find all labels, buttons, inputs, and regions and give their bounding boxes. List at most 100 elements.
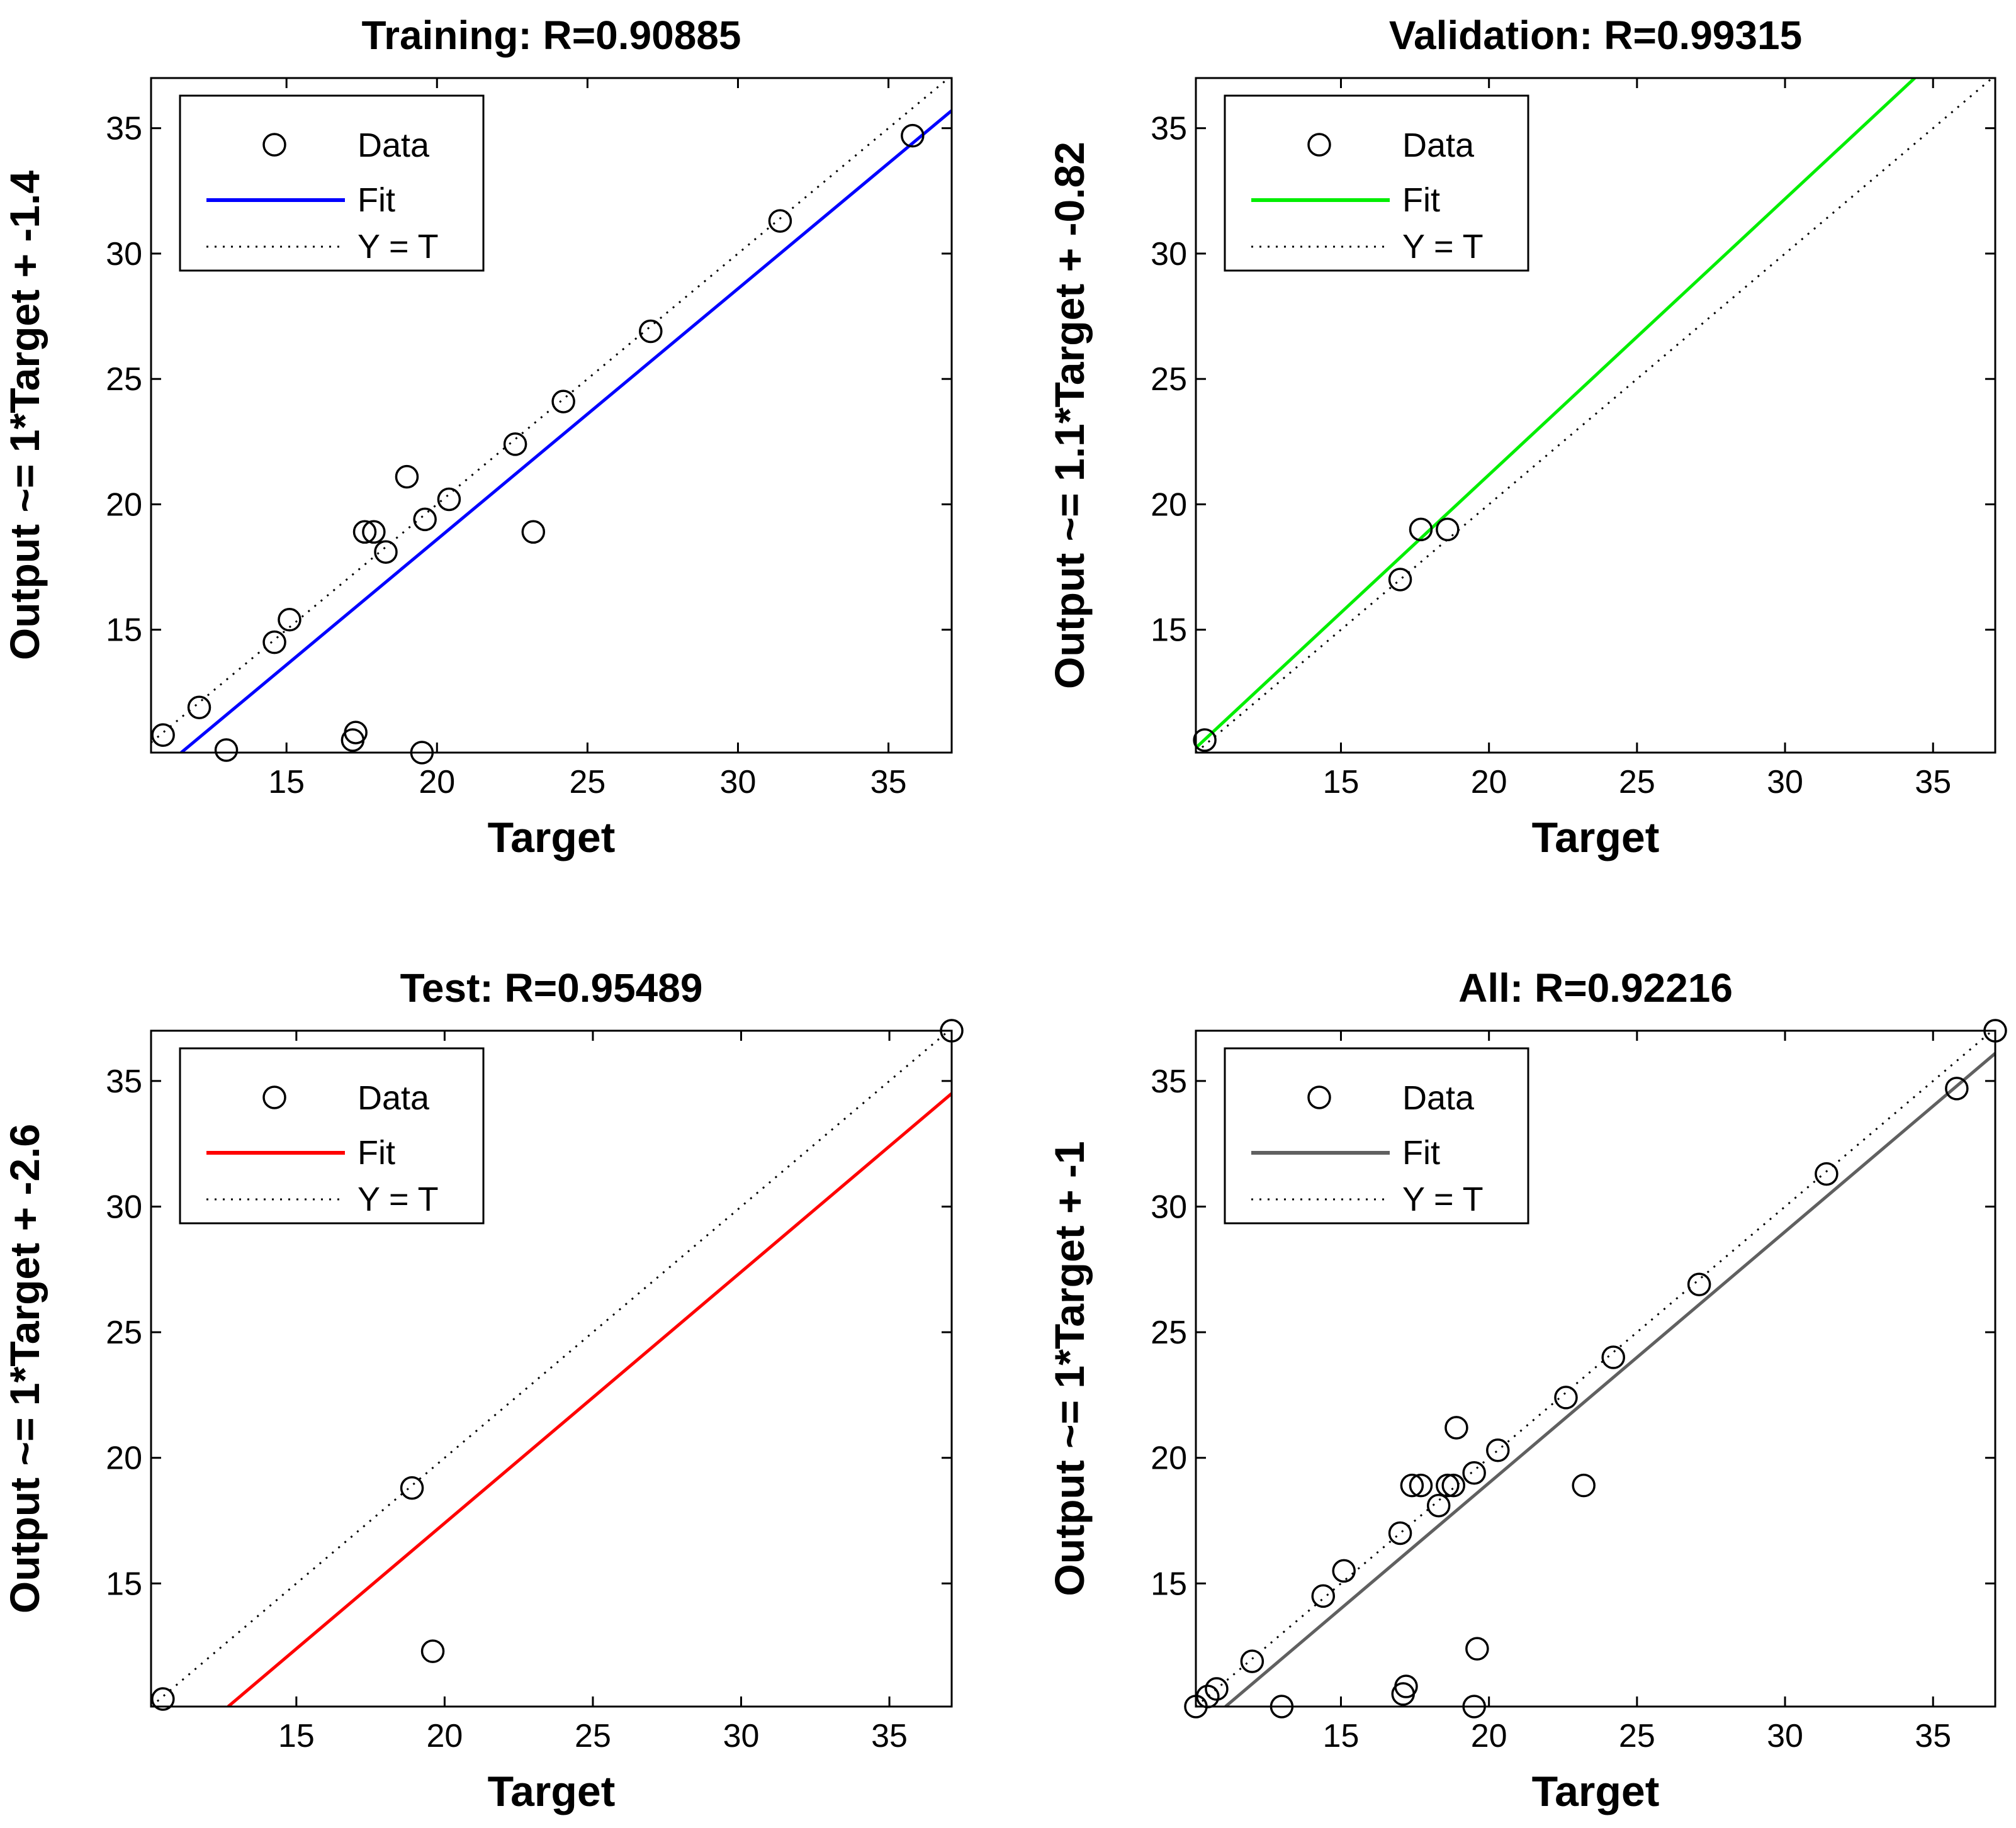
y-tick-label: 35: [106, 111, 142, 147]
y-tick-label: 15: [106, 1566, 142, 1602]
legend-identity-label: Y = T: [358, 1180, 439, 1218]
data-point: [278, 608, 301, 632]
data-point: [1332, 1559, 1356, 1583]
chart-panel-4: All: R=0.92216 15 20 25 30 35 15 20 25 30 35 Target…: [1046, 965, 2007, 1815]
y-tick-label: 30: [1151, 236, 1187, 272]
legend-box: [1224, 1047, 1529, 1225]
legend: Data Fit Y = T: [1224, 94, 1529, 272]
data-point: [1572, 1473, 1596, 1498]
x-tick-label: 30: [1767, 1718, 1803, 1754]
legend-identity-label: Y = T: [1402, 228, 1484, 266]
data-point: [901, 123, 925, 148]
data-point: [420, 1639, 445, 1663]
y-tick-label: 20: [1151, 1440, 1187, 1477]
legend-fit-label: Fit: [1402, 181, 1440, 219]
legend-data-label: Data: [1402, 1079, 1475, 1117]
chart-panel-3: Test: R=0.95489 15 20 25 30 35 15 20 25 30 35 Targe…: [1, 965, 964, 1815]
y-tick-label: 25: [1151, 1315, 1187, 1351]
x-tick-label: 30: [1767, 764, 1803, 800]
data-point: [521, 520, 546, 544]
x-tick-label: 25: [575, 1718, 611, 1754]
chart-title: Training: R=0.90885: [362, 13, 741, 58]
x-tick-label: 15: [1323, 764, 1360, 800]
legend-data-marker: [262, 133, 286, 157]
chart-panel-2: Validation: R=0.99315 15 20 25 30 35 15 20 25 30 3…: [1046, 13, 1996, 861]
data-point: [1601, 1345, 1625, 1369]
legend-data-marker: [1307, 133, 1331, 157]
data-point: [413, 507, 437, 532]
legend: Data Fit Y = T: [1224, 1047, 1529, 1225]
x-tick-label: 30: [720, 764, 757, 800]
data-point: [551, 390, 575, 413]
axes-box: [150, 1029, 953, 1708]
chart-title: All: R=0.92216: [1458, 965, 1733, 1011]
y-tick-label: 30: [106, 236, 142, 272]
data-point: [1426, 1493, 1451, 1518]
y-tick-label: 15: [106, 612, 142, 649]
data-point: [214, 738, 239, 762]
fit-line: [180, 109, 952, 753]
data-point: [503, 432, 527, 456]
y-tick-label: 35: [1151, 111, 1187, 147]
data-point: [344, 721, 368, 744]
data-point: [1465, 1637, 1489, 1661]
data-point: [1409, 1473, 1433, 1498]
data-point: [1436, 1473, 1460, 1498]
y-tick-label: 25: [106, 1315, 142, 1351]
y-tick-label: 20: [106, 486, 142, 523]
axes-box: [1195, 77, 1996, 754]
legend-fit-label: Fit: [358, 181, 395, 219]
x-tick-label: 15: [278, 1718, 315, 1754]
x-tick-label: 15: [1323, 1718, 1360, 1754]
chart-title: Validation: R=0.99315: [1389, 13, 1802, 58]
legend-box: [179, 94, 485, 272]
x-tick-label: 35: [871, 1718, 908, 1754]
y-tick-label: 35: [106, 1063, 142, 1100]
y-tick-label: 35: [1151, 1063, 1187, 1100]
x-tick-label: 20: [426, 1718, 463, 1754]
legend-box: [1224, 94, 1529, 272]
data-point: [1205, 1677, 1229, 1701]
fit-line: [1196, 78, 1916, 749]
axes-box: [1195, 1029, 1996, 1708]
y-tick-label: 25: [106, 361, 142, 398]
y-axis-label: Output ~= 1*Target + -1.4: [1, 171, 48, 660]
legend-identity-label: Y = T: [358, 228, 439, 266]
legend-fit-label: Fit: [1402, 1134, 1440, 1172]
chart-title: Test: R=0.95489: [400, 965, 703, 1011]
legend: Data Fit Y = T: [179, 1047, 485, 1225]
legend-box: [179, 1047, 485, 1225]
data-point: [1394, 1674, 1418, 1698]
legend-data-label: Data: [358, 1079, 430, 1117]
y-tick-label: 20: [1151, 486, 1187, 523]
y-tick-label: 30: [106, 1189, 142, 1225]
data-point: [1687, 1272, 1711, 1296]
x-axis-label: Target: [488, 814, 616, 861]
data-point: [362, 520, 386, 544]
fit-line: [227, 1092, 952, 1707]
y-tick-label: 15: [1151, 612, 1187, 649]
data-point: [1815, 1162, 1839, 1186]
data-point: [1193, 728, 1217, 752]
data-point: [1462, 1461, 1486, 1485]
axes-box: [150, 77, 953, 754]
data-point: [1388, 1521, 1412, 1545]
y-tick-label: 20: [106, 1440, 142, 1477]
data-point: [1444, 1416, 1468, 1440]
data-point: [395, 464, 419, 489]
x-tick-label: 25: [1619, 764, 1655, 800]
y-axis-label: Output ~= 1*Target + -2.6: [1, 1124, 48, 1613]
x-axis-label: Target: [488, 1768, 616, 1815]
data-point: [1945, 1077, 1969, 1101]
x-axis-label: Target: [1532, 1768, 1660, 1815]
x-tick-label: 20: [1471, 1718, 1507, 1754]
data-point: [1441, 1473, 1465, 1498]
data-point: [187, 695, 211, 720]
y-tick-label: 30: [1151, 1189, 1187, 1225]
data-point: [1240, 1649, 1264, 1673]
legend-data-label: Data: [1402, 126, 1475, 164]
data-point: [1486, 1438, 1510, 1462]
data-point: [768, 209, 792, 233]
legend: Data Fit Y = T: [179, 94, 485, 272]
legend-identity-label: Y = T: [1402, 1180, 1484, 1218]
